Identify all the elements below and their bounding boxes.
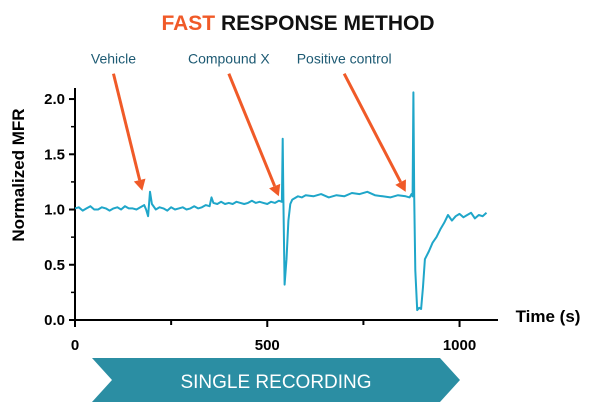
annotation-arrow-head — [269, 183, 281, 197]
annotation-arrow-head — [395, 179, 406, 192]
annotation-arrow-head — [133, 178, 146, 191]
y-tick-label: 0.0 — [44, 312, 65, 329]
x-tick-label: 0 — [71, 337, 79, 354]
series-line — [74, 91, 488, 312]
x-ticks: 0 500 1000 — [71, 320, 476, 354]
y-axis-label: Normalized MFR — [9, 108, 28, 241]
x-tick-label: 1000 — [443, 337, 476, 354]
x-axis-label: Time (s) — [516, 307, 581, 326]
annotation-label: Positive control — [297, 51, 392, 67]
annotation-arrow-line — [111, 73, 142, 181]
y-tick-label: 1.0 — [44, 202, 65, 219]
title-rest: RESPONSE METHOD — [215, 12, 434, 35]
plot-area: 0 500 1000 0.0 0.5 1.0 1.5 2.0 — [44, 88, 498, 354]
y-tick-label: 2.0 — [44, 91, 65, 108]
annotation-label: Compound X — [188, 51, 270, 67]
y-ticks: 0.0 0.5 1.0 1.5 2.0 — [44, 91, 75, 329]
x-tick-label: 500 — [255, 337, 280, 354]
banner-label: SINGLE RECORDING — [180, 372, 371, 393]
banner-arrow-shape — [92, 358, 460, 402]
annotations: Vehicle Compound X Positive control — [91, 51, 406, 197]
annotation-label: Vehicle — [91, 51, 136, 67]
single-recording-banner: SINGLE RECORDING — [92, 358, 460, 402]
y-tick-label: 1.5 — [44, 146, 65, 163]
chart-title: FAST RESPONSE METHOD — [161, 12, 434, 35]
annotation-arrow-line — [227, 73, 277, 187]
annotation-arrow-line — [342, 73, 402, 183]
y-tick-label: 0.5 — [44, 257, 65, 274]
title-accent: FAST — [161, 12, 215, 35]
